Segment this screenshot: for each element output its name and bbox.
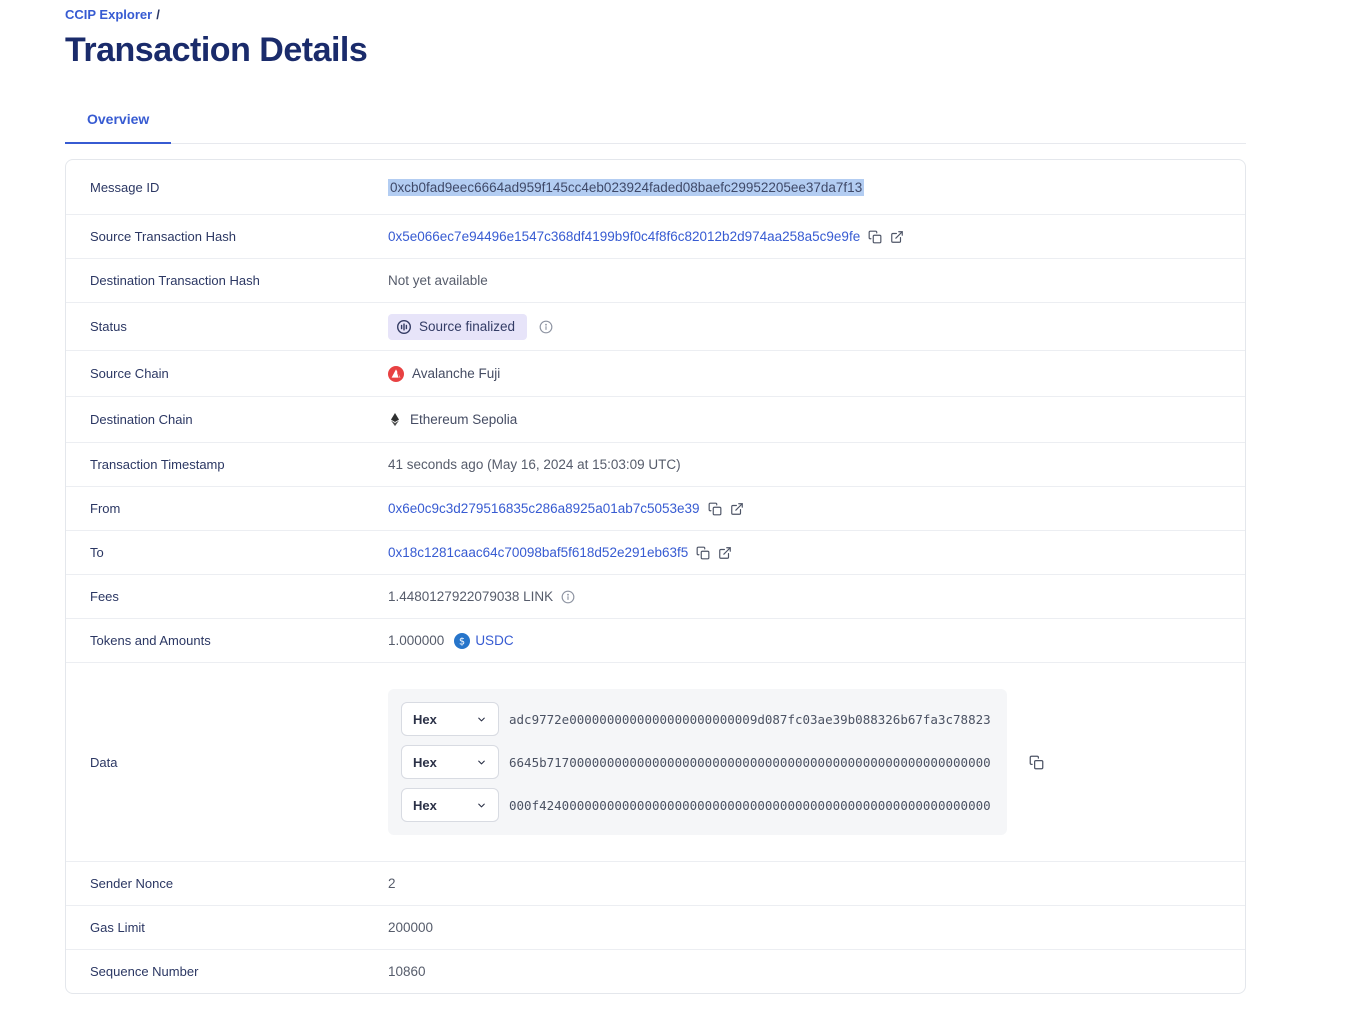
message-id-value: 0xcb0fad9eec6664ad959f145cc4eb023924fade…: [388, 178, 865, 196]
table-row-to: To 0x18c1281caac64c70098baf5f618d52e291e…: [66, 530, 1245, 574]
table-row-gas-limit: Gas Limit 200000: [66, 905, 1245, 949]
chevron-down-icon: [476, 800, 487, 811]
data-hex-line: Hex adc9772e0000000000000000000000009d08…: [401, 702, 994, 736]
breadcrumb-separator: /: [156, 7, 160, 22]
data-hex-value: 6645b71700000000000000000000000000000000…: [509, 754, 991, 770]
external-link-icon[interactable]: [890, 230, 904, 244]
copy-icon[interactable]: [708, 502, 722, 516]
from-address-link[interactable]: 0x6e0c9c3d279516835c286a8925a01ab7c5053e…: [388, 501, 700, 516]
timestamp-value: 41 seconds ago (May 16, 2024 at 15:03:09…: [388, 457, 681, 472]
table-row-status: Status Source finalized: [66, 302, 1245, 350]
row-label: From: [90, 501, 121, 516]
fees-value: 1.4480127922079038 LINK: [388, 589, 554, 604]
info-icon[interactable]: [561, 590, 575, 604]
status-badge: Source finalized: [388, 313, 528, 340]
token-amount: 1.000000: [388, 633, 445, 648]
table-row-data: Data Hex adc9772e00000000000000000000000…: [66, 662, 1245, 861]
usdc-token-icon: $: [454, 632, 471, 649]
table-row-dest-chain: Destination Chain Ethereum Sepolia: [66, 396, 1245, 442]
transaction-details-card: Message ID 0xcb0fad9eec6664ad959f145cc4e…: [65, 159, 1246, 994]
hex-format-select[interactable]: Hex: [401, 702, 499, 736]
tab-bar: Overview: [65, 111, 1246, 144]
sequence-number-value: 10860: [388, 964, 426, 979]
status-progress-icon: [396, 319, 412, 335]
avalanche-chain-icon: [388, 365, 404, 382]
tab-overview[interactable]: Overview: [65, 111, 172, 144]
row-label: Fees: [90, 589, 119, 604]
row-label: Source Chain: [90, 366, 169, 381]
ethereum-chain-icon: [388, 412, 402, 427]
copy-icon[interactable]: [868, 230, 882, 244]
table-row-sender-nonce: Sender Nonce 2: [66, 861, 1245, 905]
external-link-icon[interactable]: [718, 546, 732, 560]
chevron-down-icon: [476, 757, 487, 768]
row-label: Message ID: [90, 179, 160, 195]
info-icon[interactable]: [539, 320, 553, 334]
row-label: Status: [90, 319, 127, 334]
table-row-source-chain: Source Chain Avalanche Fuji: [66, 350, 1245, 396]
table-row-fees: Fees 1.4480127922079038 LINK: [66, 574, 1245, 618]
hex-format-select[interactable]: Hex: [401, 788, 499, 822]
sender-nonce-value: 2: [388, 876, 396, 891]
source-tx-hash-link[interactable]: 0x5e066ec7e94496e1547c368df4199b9f0c4f8f…: [388, 229, 861, 244]
table-row-from: From 0x6e0c9c3d279516835c286a8925a01ab7c…: [66, 486, 1245, 530]
data-hex-value: 000f424000000000000000000000000000000000…: [509, 797, 991, 813]
token-symbol-link[interactable]: USDC: [475, 633, 514, 648]
copy-icon[interactable]: [696, 546, 710, 560]
table-row-source-tx-hash: Source Transaction Hash 0x5e066ec7e94496…: [66, 214, 1245, 258]
copy-icon[interactable]: [1029, 755, 1044, 770]
page-title: Transaction Details: [65, 31, 368, 69]
dest-chain-name: Ethereum Sepolia: [410, 412, 518, 427]
data-hex-line: Hex 000f42400000000000000000000000000000…: [401, 788, 994, 822]
row-label: Tokens and Amounts: [90, 633, 211, 648]
gas-limit-value: 200000: [388, 920, 434, 935]
table-row-tokens: Tokens and Amounts 1.000000 $ USDC: [66, 618, 1245, 662]
row-label: Gas Limit: [90, 920, 145, 935]
row-label: Sequence Number: [90, 964, 199, 979]
breadcrumb-link-ccip-explorer[interactable]: CCIP Explorer: [65, 7, 153, 22]
source-chain-name: Avalanche Fuji: [412, 366, 501, 381]
external-link-icon[interactable]: [730, 502, 744, 516]
svg-text:$: $: [459, 636, 465, 647]
row-label: Data: [90, 754, 118, 770]
row-label: Transaction Timestamp: [90, 457, 225, 472]
hex-format-select[interactable]: Hex: [401, 745, 499, 779]
breadcrumb: CCIP Explorer /: [65, 7, 1246, 22]
chevron-down-icon: [476, 714, 487, 725]
table-row-dest-tx-hash: Destination Transaction Hash Not yet ava…: [66, 258, 1245, 302]
row-label: To: [90, 545, 104, 560]
row-label: Destination Transaction Hash: [90, 273, 260, 288]
table-row-sequence-number: Sequence Number 10860: [66, 949, 1245, 993]
dest-tx-hash-value: Not yet available: [388, 273, 488, 288]
row-label: Source Transaction Hash: [90, 229, 236, 244]
status-badge-label: Source finalized: [419, 319, 516, 334]
to-address-link[interactable]: 0x18c1281caac64c70098baf5f618d52e291eb63…: [388, 545, 689, 560]
table-row-timestamp: Transaction Timestamp 41 seconds ago (Ma…: [66, 442, 1245, 486]
row-label: Sender Nonce: [90, 876, 174, 891]
data-hex-line: Hex 6645b7170000000000000000000000000000…: [401, 745, 994, 779]
data-hex-panel: Hex adc9772e0000000000000000000000009d08…: [388, 689, 1007, 835]
row-label: Destination Chain: [90, 412, 193, 427]
data-hex-value: adc9772e0000000000000000000000009d087fc0…: [509, 711, 991, 727]
table-row-message-id: Message ID 0xcb0fad9eec6664ad959f145cc4e…: [66, 160, 1245, 214]
